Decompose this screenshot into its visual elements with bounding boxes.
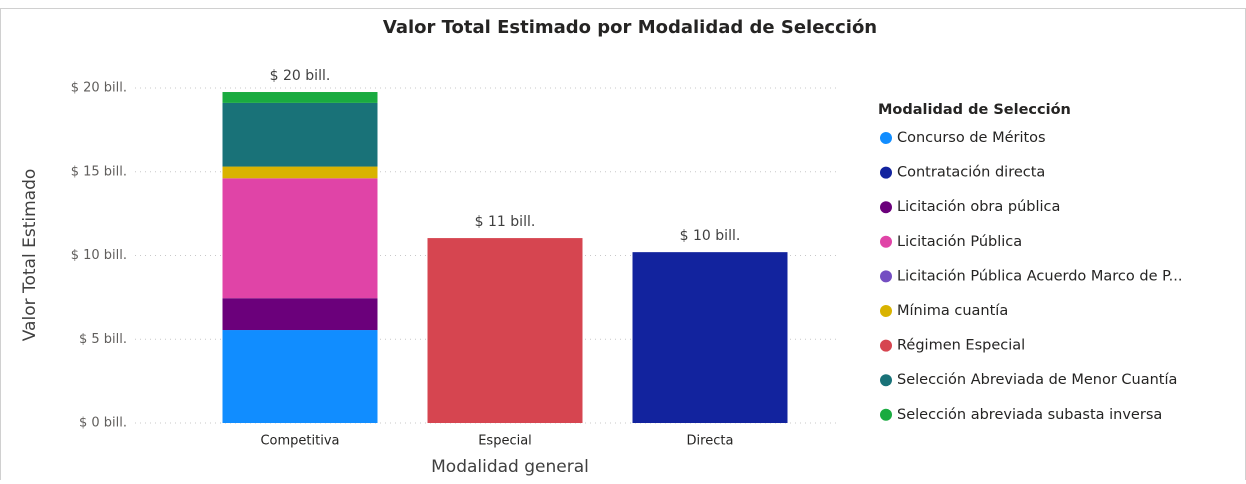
y-axis-label: Valor Total Estimado xyxy=(20,169,40,342)
legend-label: Régimen Especial xyxy=(897,338,1025,354)
bar-segment xyxy=(222,330,378,423)
legend-label: Contratación directa xyxy=(897,165,1045,181)
legend-marker xyxy=(880,235,892,248)
y-tick-label: $ 5 bill. xyxy=(79,332,127,347)
x-tick-label: Competitiva xyxy=(260,434,339,449)
x-tick-label: Especial xyxy=(478,434,532,449)
legend-marker xyxy=(880,166,892,179)
y-tick-label: $ 10 bill. xyxy=(71,248,127,263)
y-tick-label: $ 0 bill. xyxy=(79,416,127,431)
total-label: $ 11 bill. xyxy=(475,214,536,230)
legend-label: Selección abreviada subasta inversa xyxy=(897,407,1162,423)
bar-segment xyxy=(222,102,378,167)
legend-marker xyxy=(880,270,892,283)
bar-segment xyxy=(222,298,378,331)
chart-title: Valor Total Estimado por Modalidad de Se… xyxy=(383,17,877,38)
legend-marker xyxy=(880,132,892,144)
y-tick-label: $ 15 bill. xyxy=(71,164,127,179)
total-label: $ 10 bill. xyxy=(680,228,741,244)
bar-segment xyxy=(222,166,378,179)
legend-label: Licitación Pública Acuerdo Marco de P... xyxy=(897,268,1182,284)
legend-marker xyxy=(880,339,892,352)
bar-segment xyxy=(222,178,378,299)
legend-label: Mínima cuantía xyxy=(897,303,1008,319)
total-label: $ 20 bill. xyxy=(270,68,331,84)
legend-marker xyxy=(880,374,892,387)
legend-marker xyxy=(880,305,892,317)
legend-label: Selección Abreviada de Menor Cuantía xyxy=(897,372,1177,388)
bar-segment xyxy=(222,92,378,103)
bar-segment xyxy=(632,252,788,423)
x-axis-label: Modalidad general xyxy=(431,457,589,477)
y-tick-label: $ 20 bill. xyxy=(71,81,127,96)
legend-marker xyxy=(880,201,892,214)
x-tick-label: Directa xyxy=(687,434,734,449)
legend-label: Licitación Pública xyxy=(897,234,1022,250)
legend-label: Licitación obra pública xyxy=(897,199,1060,215)
bar-segment xyxy=(427,238,583,423)
legend-title: Modalidad de Selección xyxy=(878,102,1071,118)
legend-label: Concurso de Méritos xyxy=(897,130,1046,146)
legend-marker xyxy=(880,408,892,421)
